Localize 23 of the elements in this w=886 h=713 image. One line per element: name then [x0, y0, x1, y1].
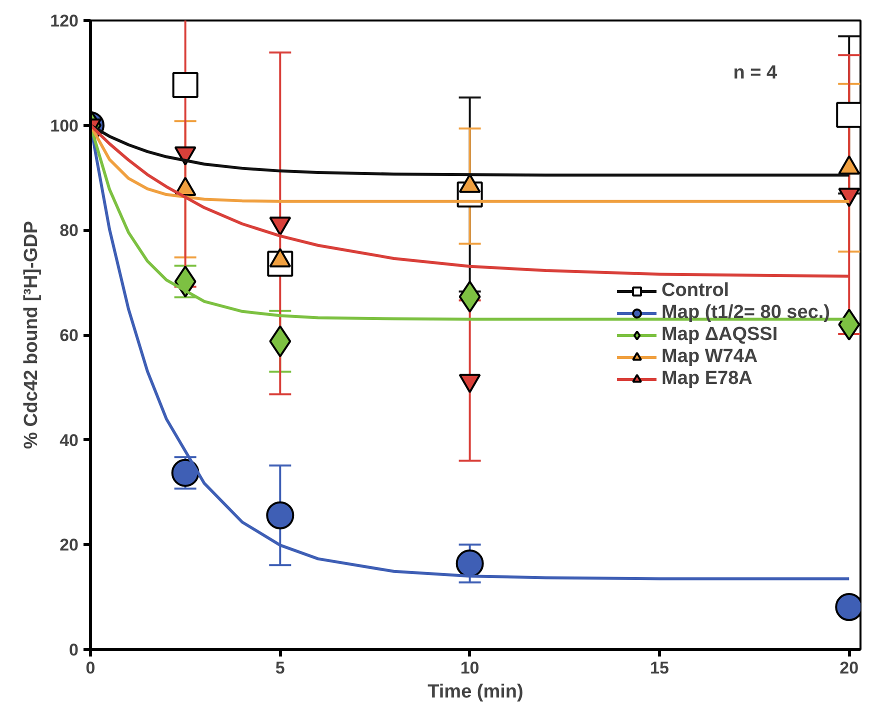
point	[456, 550, 484, 578]
y-tick-label: 20	[60, 536, 79, 555]
point	[172, 72, 198, 98]
y-axis-title: % Cdc42 bound [³H]-GDP	[21, 220, 42, 449]
y-tick-label: 100	[50, 116, 79, 136]
x-tick-label: 0	[86, 658, 96, 678]
legend-label: Control	[662, 280, 730, 302]
legend-label: Map (t1/2= 80 sec.)	[662, 302, 830, 324]
y-tick-label: 60	[60, 326, 79, 345]
x-tick-label: 15	[650, 658, 669, 678]
x-tick-label: 20	[840, 658, 859, 678]
legend-label: Map W74A	[662, 346, 758, 368]
point	[266, 501, 294, 530]
x-tick-label: 5	[275, 658, 285, 678]
annotation: n = 4	[733, 62, 778, 84]
y-tick-label: 80	[60, 221, 79, 240]
x-tick-label: 10	[460, 658, 480, 678]
legend-label: Map ΔAQSSI	[662, 324, 778, 346]
legend-label: Map E78A	[662, 368, 752, 390]
y-tick-label: 0	[69, 640, 79, 660]
y-tick-label: 120	[50, 12, 79, 30]
y-tick-label: 40	[60, 430, 79, 450]
x-axis-title: Time (min)	[428, 682, 524, 702]
